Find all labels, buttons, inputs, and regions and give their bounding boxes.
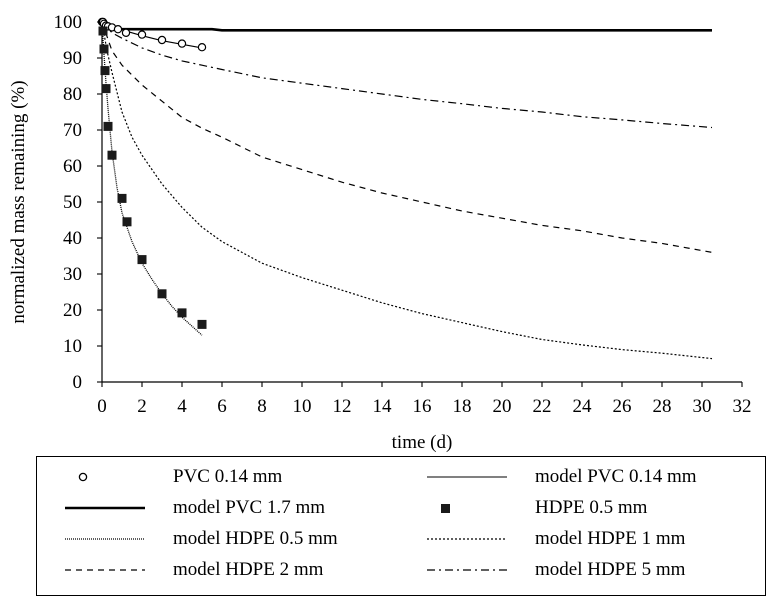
series-line-model-hdpe-5-mm	[101, 21, 713, 129]
y-tick-label: 80	[63, 84, 82, 105]
data-point-pvc-0-14-mm	[113, 25, 123, 34]
x-tick-label: 0	[97, 396, 107, 417]
dashed-line-icon	[65, 558, 145, 582]
legend-item-model-pvc-0-14: model PVC 0.14 mm	[427, 465, 697, 489]
x-axis-label: time (d)	[392, 432, 453, 453]
data-point-hdpe-0-5-mm	[157, 289, 167, 299]
series-line-model-pvc-1-7-mm	[102, 27, 712, 32]
data-point-pvc-0-14-mm	[197, 43, 207, 52]
open-circle-marker-icon	[65, 465, 145, 489]
fine-dotted-line-icon	[427, 527, 507, 551]
legend-label: model PVC 1.7 mm	[173, 497, 326, 518]
chart-legend: PVC 0.14 mm model PVC 0.14 mm model PVC …	[36, 456, 766, 596]
y-tick-label: 90	[63, 48, 82, 69]
data-point-hdpe-0-5-mm	[177, 308, 187, 318]
legend-item-model-pvc-1-7: model PVC 1.7 mm	[65, 496, 325, 520]
x-tick-label: 22	[533, 396, 552, 417]
data-point-hdpe-0-5-mm	[117, 193, 127, 203]
data-point-pvc-0-14-mm	[177, 39, 187, 48]
data-point-hdpe-0-5-mm	[197, 319, 207, 329]
legend-label: model HDPE 5 mm	[535, 559, 686, 580]
legend-label: HDPE 0.5 mm	[535, 497, 648, 518]
x-tick-label: 8	[257, 396, 267, 417]
legend-label: model HDPE 1 mm	[535, 528, 686, 549]
y-tick-label: 10	[63, 336, 82, 357]
data-point-hdpe-0-5-mm	[101, 84, 111, 94]
data-point-hdpe-0-5-mm	[107, 150, 117, 160]
data-point-hdpe-0-5-mm	[98, 26, 108, 36]
legend-label: model HDPE 2 mm	[173, 559, 324, 580]
legend-item-model-hdpe-1: model HDPE 1 mm	[427, 527, 685, 551]
x-tick-label: 4	[177, 396, 187, 417]
series-line-model-hdpe-2-mm	[101, 21, 713, 253]
data-point-hdpe-0-5-mm	[137, 255, 147, 265]
legend-item-model-hdpe-2: model HDPE 2 mm	[65, 558, 323, 582]
y-tick-label: 0	[73, 372, 83, 393]
x-tick-label: 30	[693, 396, 712, 417]
x-tick-label: 12	[333, 396, 352, 417]
data-point-hdpe-0-5-mm	[122, 217, 132, 227]
x-tick-label: 2	[137, 396, 147, 417]
thin-solid-line-icon	[427, 465, 507, 489]
x-tick-label: 14	[373, 396, 393, 417]
x-tick-label: 28	[653, 396, 672, 417]
y-tick-label: 40	[63, 228, 82, 249]
data-point-pvc-0-14-mm	[137, 30, 147, 39]
y-tick-label: 20	[63, 300, 82, 321]
data-point-pvc-0-14-mm	[157, 35, 167, 45]
y-tick-label: 30	[63, 264, 82, 285]
dotted-line-icon	[65, 527, 145, 551]
y-tick-label: 100	[54, 12, 83, 33]
thick-solid-line-icon	[65, 496, 145, 520]
legend-label: model PVC 0.14 mm	[535, 466, 697, 487]
chart-series-layer	[97, 17, 713, 360]
x-tick-label: 6	[217, 396, 227, 417]
data-point-hdpe-0-5-mm	[103, 121, 113, 131]
dash-dot-line-icon	[427, 558, 507, 582]
x-tick-label: 10	[293, 396, 312, 417]
data-point-hdpe-0-5-mm	[99, 44, 109, 54]
legend-label: model HDPE 0.5 mm	[173, 528, 338, 549]
legend-label: PVC 0.14 mm	[173, 466, 283, 487]
x-tick-label: 16	[413, 396, 432, 417]
x-tick-label: 26	[613, 396, 632, 417]
series-line-model-hdpe-0-5-mm	[101, 21, 203, 336]
data-point-hdpe-0-5-mm	[100, 66, 110, 76]
x-tick-label: 32	[733, 396, 752, 417]
y-tick-label: 60	[63, 156, 82, 177]
legend-item-model-hdpe-0-5: model HDPE 0.5 mm	[65, 527, 338, 551]
y-tick-label: 50	[63, 192, 82, 213]
legend-item-model-hdpe-5: model HDPE 5 mm	[427, 558, 685, 582]
y-tick-label: 70	[63, 120, 82, 141]
y-axis-label: normalized mass remaining (%)	[8, 80, 29, 323]
filled-square-marker-icon	[427, 496, 507, 520]
data-point-pvc-0-14-mm	[121, 28, 131, 37]
x-tick-label: 24	[573, 396, 593, 417]
legend-item-hdpe-0-5: HDPE 0.5 mm	[427, 496, 647, 520]
series-line-model-hdpe-1-mm	[101, 21, 713, 360]
x-tick-label: 18	[453, 396, 472, 417]
x-tick-label: 20	[493, 396, 512, 417]
legend-item-pvc-0-14: PVC 0.14 mm	[65, 465, 282, 489]
